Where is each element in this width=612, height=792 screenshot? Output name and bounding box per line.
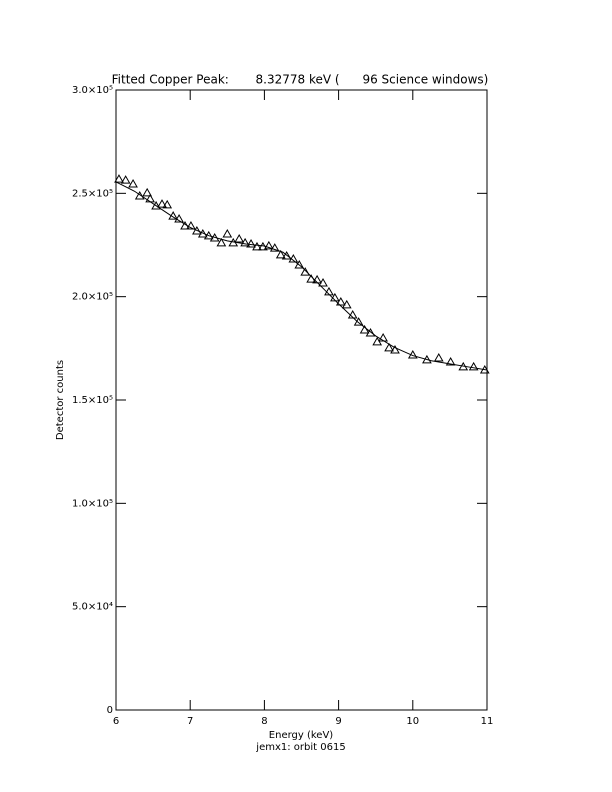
x-tick-label: 7 (187, 716, 193, 727)
data-point (263, 240, 274, 250)
data-point (151, 200, 161, 210)
data-point (341, 299, 352, 309)
data-point (390, 344, 400, 354)
subtitle: jemx1: orbit 0615 (255, 742, 345, 753)
data-point (114, 174, 124, 183)
y-tick-label: 5.0×10⁴ (72, 602, 113, 613)
x-tick-label: 6 (113, 716, 119, 727)
y-tick-label: 1.0×10⁵ (72, 498, 113, 509)
data-point (216, 237, 227, 247)
data-point (186, 220, 196, 230)
data-point (269, 243, 280, 252)
data-point (246, 238, 256, 248)
y-tick-label: 0 (107, 705, 113, 716)
x-tick-label: 8 (261, 716, 267, 727)
y-tick-label: 3.0×10⁵ (72, 85, 113, 96)
data-point (433, 353, 444, 362)
data-point (240, 237, 250, 247)
y-tick-label: 2.5×10⁵ (72, 188, 113, 199)
data-point (142, 187, 153, 197)
data-point (120, 175, 131, 184)
data-point (252, 241, 262, 251)
data-point (330, 292, 340, 302)
data-point (157, 199, 167, 208)
data-point (445, 356, 456, 366)
data-point (162, 199, 173, 209)
x-tick-label: 10 (406, 716, 419, 727)
x-tick-label: 11 (481, 716, 494, 727)
data-point (174, 213, 184, 223)
data-point (281, 250, 292, 260)
data-point (318, 278, 328, 287)
y-tick-label: 1.5×10⁵ (72, 395, 113, 406)
data-point (300, 267, 311, 276)
data-point (468, 361, 479, 371)
x-tick-label: 9 (335, 716, 341, 727)
y-axis-label: Detector counts (55, 360, 66, 440)
fit-line (115, 181, 488, 371)
data-point (203, 230, 214, 240)
data-point (192, 225, 202, 235)
data-point (294, 260, 305, 269)
x-axis-label: Energy (keV) (269, 730, 334, 741)
data-point (384, 342, 394, 352)
data-point (128, 179, 138, 188)
data-point (275, 249, 286, 259)
y-tick-label: 2.0×10⁵ (72, 292, 113, 303)
data-point (222, 229, 233, 238)
data-point (335, 297, 346, 306)
data-point (234, 233, 245, 243)
chart-title: Fitted Copper Peak: 8.32778 keV ( 96 Sci… (112, 73, 489, 87)
data-point (365, 328, 376, 337)
data-point (347, 310, 358, 319)
